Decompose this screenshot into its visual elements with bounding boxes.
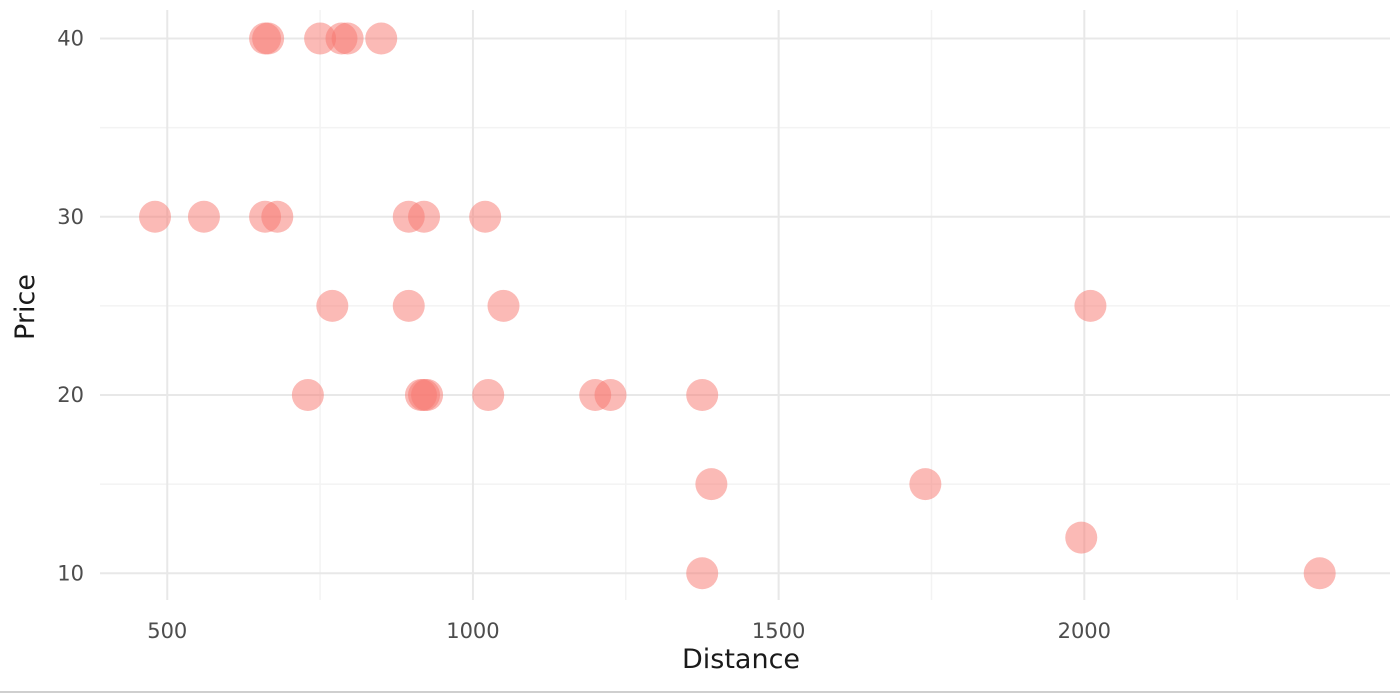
tick-labels: 500 1000 1500 2000 10 20 30 40 xyxy=(57,27,1111,643)
data-point xyxy=(1065,521,1098,554)
data-point xyxy=(487,289,520,322)
x-tick-label: 2000 xyxy=(1058,619,1111,643)
data-point xyxy=(331,22,364,55)
x-tick-label: 1000 xyxy=(446,619,499,643)
y-axis-title: Price xyxy=(10,274,41,340)
data-point xyxy=(291,379,324,412)
data-point xyxy=(187,200,220,233)
data-point xyxy=(261,200,294,233)
data-point xyxy=(686,379,719,412)
data-point xyxy=(1074,289,1107,322)
data-point xyxy=(316,289,349,322)
data-point xyxy=(469,200,502,233)
data-point xyxy=(252,22,285,55)
x-tick-label: 1500 xyxy=(752,619,805,643)
data-point xyxy=(408,200,441,233)
data-point xyxy=(594,379,627,412)
x-axis-title: Distance xyxy=(682,644,800,675)
y-tick-label: 10 xyxy=(57,561,84,585)
data-point xyxy=(392,289,425,322)
data-points xyxy=(139,22,1336,590)
y-tick-label: 40 xyxy=(57,27,84,51)
data-point xyxy=(909,468,942,501)
y-tick-label: 20 xyxy=(57,383,84,407)
data-point xyxy=(695,468,728,501)
y-tick-label: 30 xyxy=(57,205,84,229)
data-point xyxy=(411,379,444,412)
data-point xyxy=(1303,557,1336,590)
x-tick-label: 500 xyxy=(147,619,187,643)
data-point xyxy=(686,557,719,590)
data-point xyxy=(139,200,172,233)
gridlines xyxy=(100,10,1390,600)
data-point xyxy=(365,22,398,55)
data-point xyxy=(472,379,505,412)
